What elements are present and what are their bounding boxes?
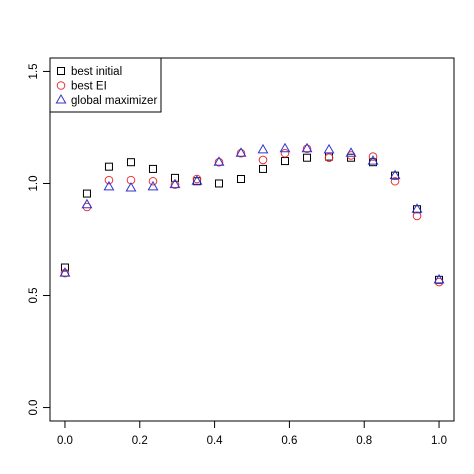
data-point-triangle — [235, 147, 247, 157]
y-tick-label: 0.0 — [28, 400, 40, 416]
legend-label: best EI — [71, 81, 107, 93]
x-axis: 0.0 0.2 0.4 0.6 0.8 1.0 — [57, 420, 447, 447]
data-point-triangle — [345, 147, 357, 157]
x-tick-label: 0.4 — [207, 435, 224, 447]
data-point-circle — [236, 148, 246, 158]
data-point-circle — [258, 155, 268, 165]
y-tick-label: 1.5 — [28, 63, 40, 79]
data-point-triangle — [147, 180, 159, 191]
x-tick-label: 0.8 — [356, 435, 372, 447]
data-point-triangle — [103, 180, 115, 191]
x-tick-label: 0.2 — [132, 435, 148, 447]
data-point-square — [303, 153, 312, 162]
data-point-square — [170, 173, 179, 182]
series-triangle — [59, 142, 445, 284]
y-tick-label: 1.0 — [28, 175, 40, 191]
legend-marker-circle — [56, 81, 66, 90]
legend-label: best initial — [71, 66, 122, 78]
data-point-triangle — [59, 267, 71, 277]
data-point-circle — [214, 157, 224, 167]
data-markers — [59, 142, 445, 287]
data-point-circle — [390, 176, 400, 186]
data-point-triangle — [125, 181, 137, 192]
x-tick-label: 0.6 — [281, 435, 297, 447]
data-point-circle — [192, 174, 202, 184]
y-tick-label: 0.5 — [28, 288, 40, 304]
legend: best initial best EI global maximizer — [49, 57, 162, 113]
data-point-triangle — [301, 142, 313, 153]
data-point-square — [258, 164, 267, 173]
data-point-triangle — [323, 143, 335, 154]
series-circle — [60, 144, 444, 287]
data-point-circle — [104, 175, 114, 185]
data-point-triangle — [279, 142, 291, 153]
data-point-square — [237, 175, 246, 183]
x-tick-label: 0.0 — [57, 435, 73, 447]
data-point-circle — [170, 180, 180, 189]
data-point-triangle — [81, 198, 93, 209]
data-point-circle — [412, 211, 422, 221]
data-point-square — [82, 189, 91, 198]
data-point-circle — [280, 148, 290, 158]
data-point-triangle — [213, 156, 225, 166]
data-point-triangle — [257, 143, 269, 154]
legend-marker-triangle — [55, 93, 67, 104]
data-point-square — [126, 158, 135, 167]
data-point-triangle — [411, 203, 423, 213]
data-point-triangle — [389, 169, 401, 180]
data-point-square — [60, 263, 69, 272]
data-point-square — [215, 179, 224, 188]
y-axis: 0.0 0.5 1.0 1.5 — [28, 63, 51, 416]
data-point-circle — [368, 152, 378, 161]
data-point-circle — [324, 153, 334, 163]
data-point-circle — [148, 176, 158, 186]
data-point-triangle — [169, 178, 181, 189]
legend-entries: best initial best EI global maximizer — [55, 66, 157, 107]
data-point-circle — [60, 268, 70, 278]
legend-marker-square — [57, 67, 65, 75]
data-point-square — [148, 164, 157, 173]
data-point-triangle — [433, 273, 445, 284]
x-tick-label: 1.0 — [431, 435, 447, 447]
legend-box — [49, 57, 162, 113]
data-point-square — [280, 157, 289, 166]
series-square — [60, 152, 444, 284]
legend-label: global maximizer — [71, 95, 157, 107]
data-point-square — [104, 162, 113, 171]
data-point-circle — [302, 144, 312, 154]
data-point-triangle — [367, 155, 379, 165]
data-point-triangle — [191, 175, 203, 185]
